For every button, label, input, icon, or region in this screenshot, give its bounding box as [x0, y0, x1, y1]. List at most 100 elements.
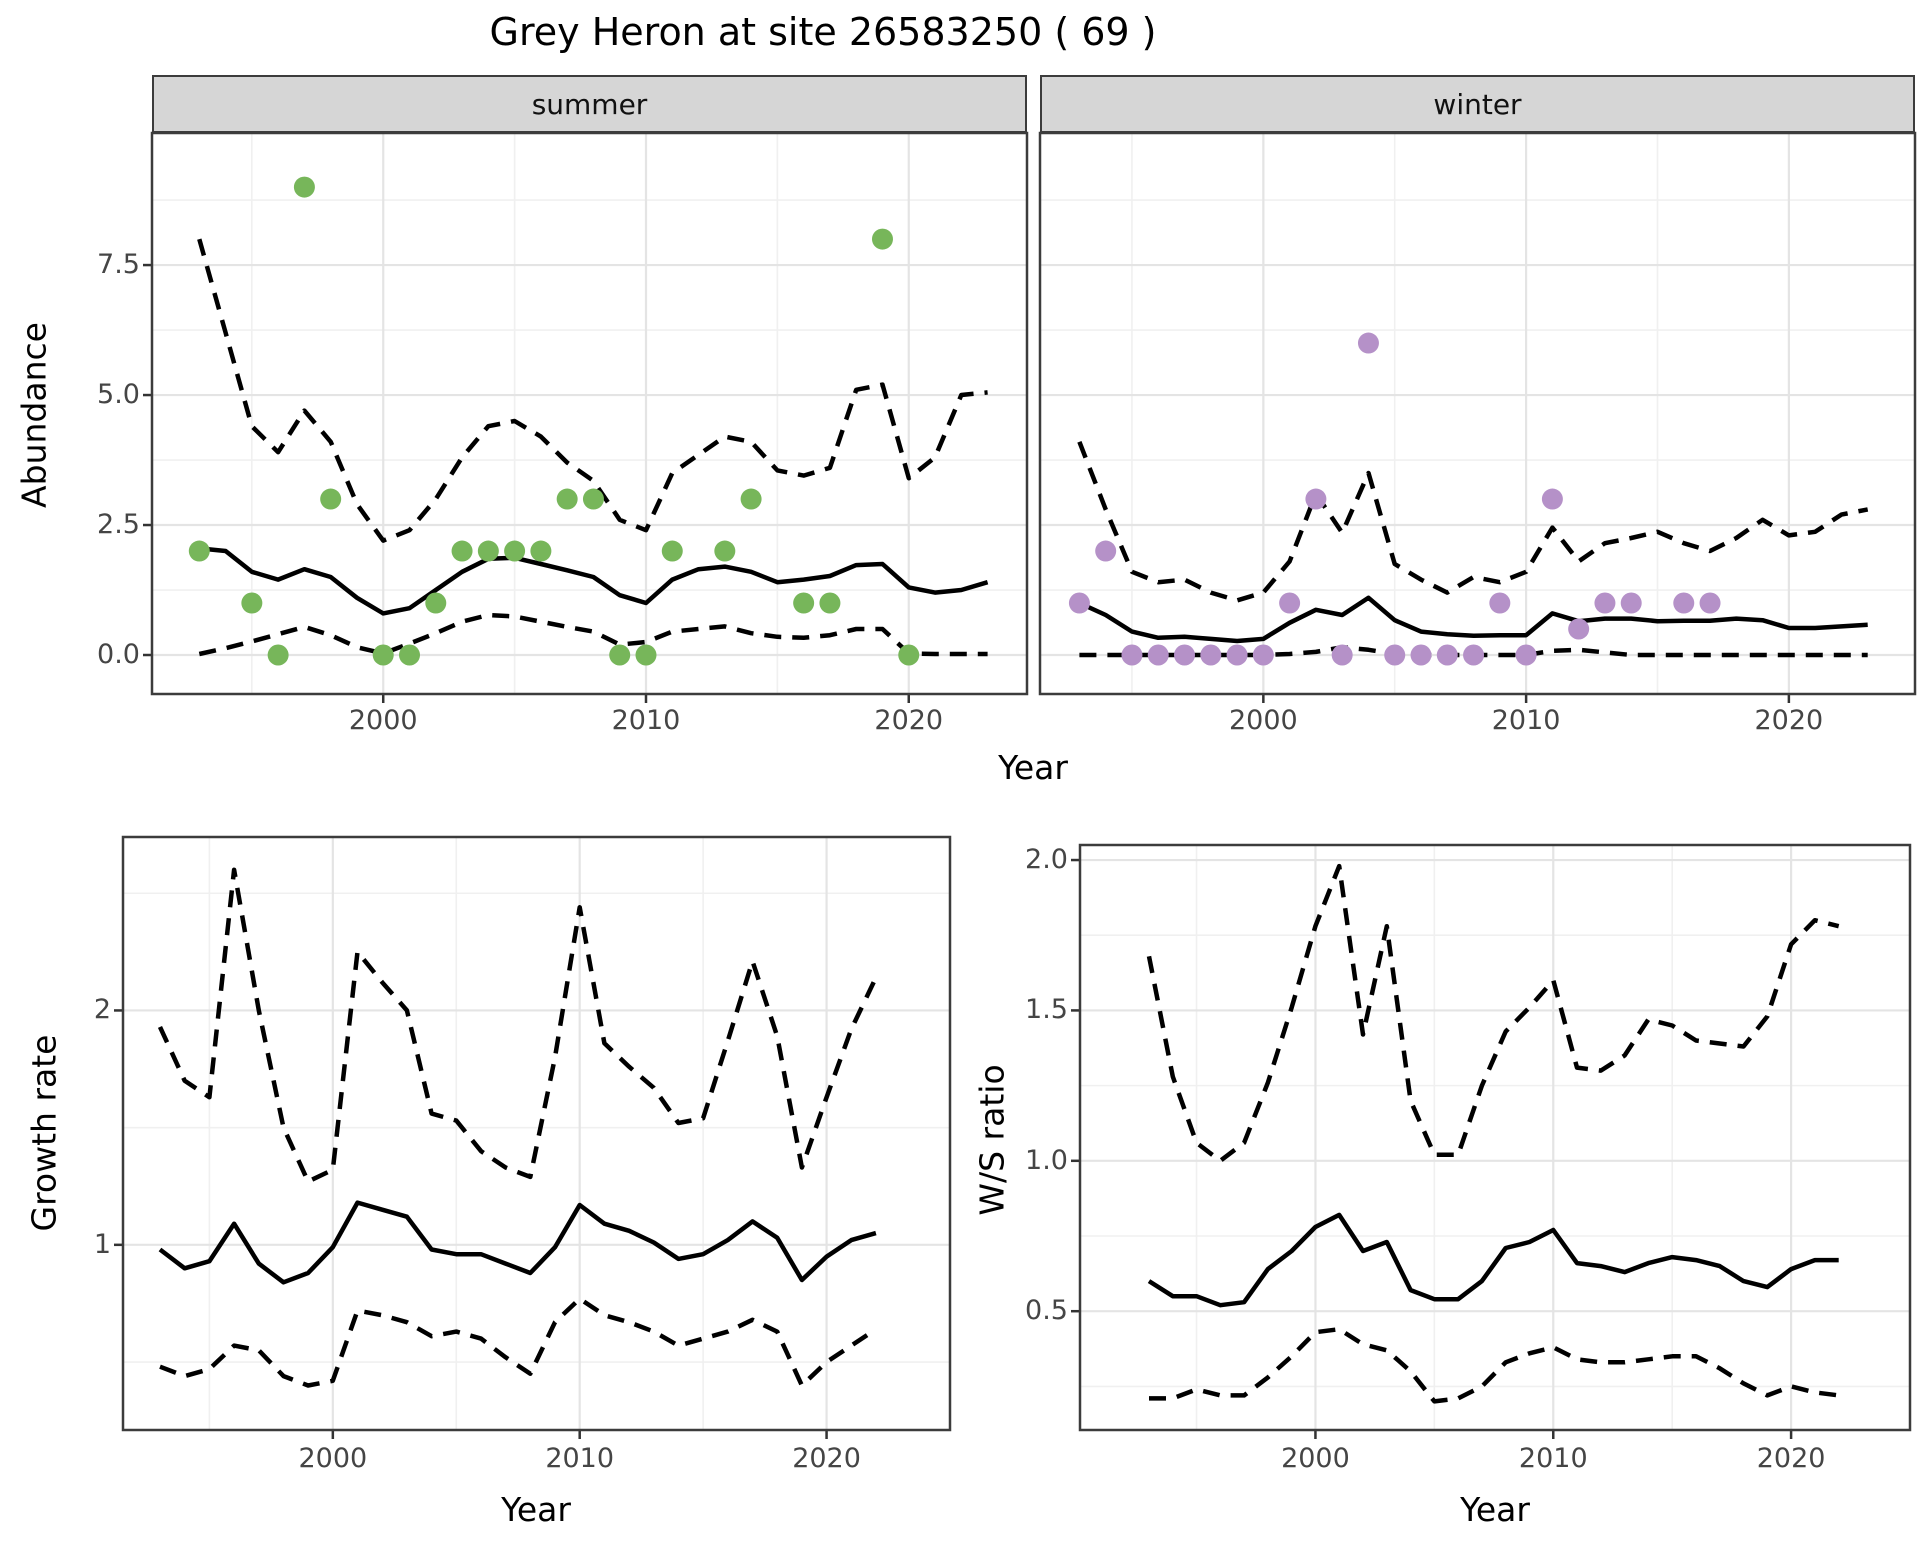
facet-strip-winter: winter — [1040, 75, 1915, 133]
summer-x-tick-label: 2020 — [874, 705, 944, 736]
winter-data-point — [1095, 540, 1117, 562]
growth-y-tick-label: 1 — [93, 1228, 111, 1260]
summer-data-point — [793, 592, 815, 614]
summer-data-point — [740, 488, 762, 510]
ws-x-tick-label: 2000 — [1281, 1443, 1350, 1474]
winter-data-point — [1463, 644, 1485, 666]
winter-data-point — [1594, 592, 1616, 614]
summer-panel-background — [152, 133, 1027, 694]
growth-upper_ci-line — [157, 867, 878, 1184]
growth-x-tick-label: 2020 — [792, 1443, 861, 1474]
winter-panel-border — [1038, 131, 1917, 696]
summer-data-point — [504, 540, 526, 562]
winter-x-tick-label: 2020 — [1754, 705, 1824, 736]
winter-data-point — [1541, 488, 1563, 510]
summer-data-point — [582, 488, 604, 510]
facet-strip-summer: summer — [152, 75, 1027, 133]
summer-data-point — [267, 644, 289, 666]
winter-data-point — [1174, 644, 1196, 666]
summer-data-point — [530, 540, 552, 562]
summer-panel-border — [150, 131, 1029, 696]
ws-panel-border — [1078, 843, 1912, 1432]
winter-data-point — [1147, 644, 1169, 666]
winter-panel-background — [1040, 133, 1915, 694]
summer-data-point — [871, 228, 893, 250]
winter-data-point — [1121, 644, 1143, 666]
growth-lower_ci-line — [159, 1296, 878, 1388]
ws-lower_ci-line — [1149, 1326, 1839, 1404]
ws-x-tick-label: 2020 — [1756, 1443, 1826, 1474]
growth-x-tick-label: 2010 — [545, 1443, 615, 1474]
summer-lower_ci-line — [198, 612, 988, 657]
winter-x-tick-label: 2010 — [1491, 705, 1561, 736]
growth-x-tick-label: 2000 — [298, 1443, 368, 1474]
summer-data-point — [293, 176, 315, 198]
winter-data-point — [1515, 644, 1537, 666]
growth-mean-line — [158, 1200, 877, 1285]
growth-panel-border — [121, 835, 952, 1432]
ws-y-axis-title: W/S ratio — [972, 1064, 1012, 1216]
winter-data-point — [1620, 592, 1642, 614]
winter-data-point — [1568, 618, 1590, 640]
ws-y-tick-label: 0.5 — [1025, 1295, 1068, 1327]
winter-x-tick-label: 2000 — [1228, 705, 1298, 736]
facet-strip-summer-label: summer — [531, 87, 648, 121]
ws-y-tick-label: 1.5 — [1025, 994, 1068, 1026]
winter-data-point — [1410, 644, 1432, 666]
summer-data-point — [661, 540, 683, 562]
abundance-y-tick-label: 5.0 — [97, 379, 140, 411]
growth-y-axis-title: Growth rate — [24, 1034, 64, 1232]
ws-x-axis-title: Year — [1460, 1490, 1530, 1529]
summer-data-point — [898, 644, 920, 666]
summer-data-point — [425, 592, 447, 614]
winter-data-point — [1226, 644, 1248, 666]
summer-x-tick-label: 2010 — [611, 705, 681, 736]
summer-data-point — [372, 644, 394, 666]
summer-mean-line — [199, 546, 989, 616]
winter-data-point — [1384, 644, 1406, 666]
winter-mean-line — [1078, 595, 1868, 644]
summer-data-point — [451, 540, 473, 562]
summer-data-point — [241, 592, 263, 614]
ws-y-tick-label: 2.0 — [1025, 844, 1068, 876]
ws-x-tick-label: 2010 — [1518, 1443, 1588, 1474]
winter-data-point — [1331, 644, 1353, 666]
summer-data-point — [399, 644, 421, 666]
summer-data-point — [556, 488, 578, 510]
winter-data-point — [1489, 592, 1511, 614]
winter-data-point — [1305, 488, 1327, 510]
winter-upper_ci-line — [1077, 440, 1869, 603]
winter-data-point — [1252, 644, 1274, 666]
summer-data-point — [477, 540, 499, 562]
growth-panel-background — [123, 837, 950, 1430]
summer-data-point — [609, 644, 631, 666]
ws-y-tick-label: 1.0 — [1025, 1144, 1068, 1176]
facet-strip-winter-label: winter — [1433, 87, 1522, 121]
abundance-y-tick-label: 0.0 — [97, 639, 140, 670]
winter-data-point — [1068, 592, 1090, 614]
summer-data-point — [188, 540, 210, 562]
figure-title: Grey Heron at site 26583250 ( 69 ) — [489, 10, 1157, 54]
summer-x-tick-label: 2000 — [348, 705, 418, 736]
winter-data-point — [1673, 592, 1695, 614]
abundance-x-axis-title: Year — [998, 748, 1068, 787]
ws-panel-background — [1080, 845, 1910, 1430]
abundance-y-axis-title: Abundance — [14, 322, 54, 508]
ws-mean-line — [1147, 1212, 1839, 1308]
winter-data-point — [1357, 332, 1379, 354]
winter-data-point — [1436, 644, 1458, 666]
winter-data-point — [1699, 592, 1721, 614]
growth-y-tick-label: 2 — [93, 994, 111, 1026]
abundance-y-tick-label: 7.5 — [97, 249, 140, 281]
summer-data-point — [635, 644, 657, 666]
growth-x-axis-title: Year — [501, 1490, 571, 1529]
summer-data-point — [819, 592, 841, 614]
winter-data-point — [1279, 592, 1301, 614]
summer-data-point — [714, 540, 736, 562]
summer-data-point — [320, 488, 342, 510]
winter-data-point — [1200, 644, 1222, 666]
abundance-y-tick-label: 2.5 — [97, 509, 140, 541]
summer-upper_ci-line — [197, 238, 988, 543]
